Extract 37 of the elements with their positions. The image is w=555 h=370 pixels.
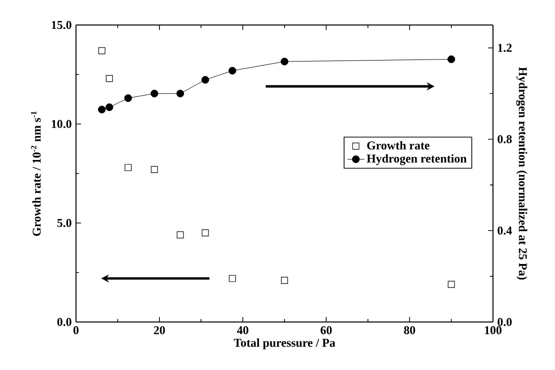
y-axis-title: Growth rate / 10$^{-2}$ nm s$^{-1}$ <box>30 111 41 236</box>
point <box>150 166 158 174</box>
y2-axis-title: Hydrogen retention (normalized at 25 Pa) <box>516 67 528 280</box>
y2-tick-label: 0.8 <box>498 135 512 144</box>
point <box>281 276 288 284</box>
x-tick-label: 80 <box>404 326 416 334</box>
point <box>106 103 114 112</box>
legend-label: Growth rate <box>367 141 430 150</box>
point <box>448 280 455 288</box>
point <box>98 47 106 54</box>
point <box>228 274 236 282</box>
y-tick-label: 0.0 <box>57 318 72 326</box>
y2-tick-label: 0.0 <box>498 318 512 326</box>
x-tick-label: 0 <box>73 326 79 334</box>
x-tick-label: 20 <box>154 326 165 334</box>
point <box>202 229 209 236</box>
point <box>98 106 106 114</box>
x-tick-label: 40 <box>236 326 248 334</box>
point <box>176 90 184 98</box>
point <box>150 90 158 98</box>
legend-label: Hydrogen retention <box>366 154 467 166</box>
point <box>228 66 236 75</box>
y-tick-label: 10.0 <box>52 120 72 128</box>
point <box>280 58 288 66</box>
y-tick-label: 5.0 <box>57 218 72 228</box>
x-axis-title: Total puressure / Pa <box>234 338 336 350</box>
y2-tick-label: 0.4 <box>498 226 512 235</box>
point <box>447 55 456 64</box>
y2-tick-label: 1.2 <box>498 44 512 52</box>
point <box>201 76 210 84</box>
y-tick-label: 15.0 <box>52 20 72 30</box>
point <box>124 94 132 102</box>
x-tick-label: 100 <box>484 326 502 334</box>
x-tick-label: 60 <box>320 326 332 334</box>
point <box>106 74 113 82</box>
point <box>176 231 184 238</box>
point <box>124 164 132 172</box>
